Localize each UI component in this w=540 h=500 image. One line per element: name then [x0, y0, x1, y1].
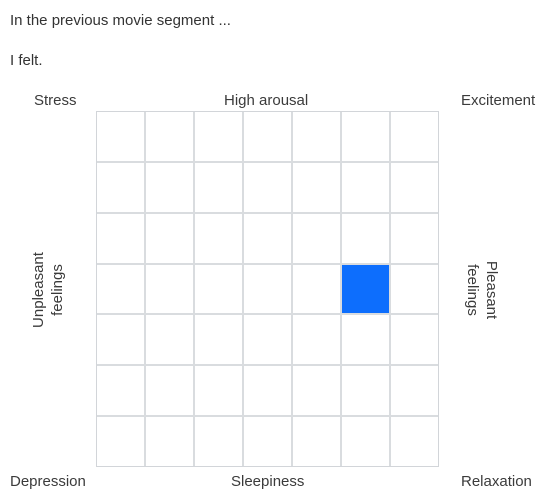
grid-cell-r5-c7[interactable]: [391, 315, 438, 365]
label-high-arousal: High arousal: [224, 92, 309, 109]
label-stress: Stress: [34, 92, 77, 109]
question-subprompt: I felt.: [10, 52, 43, 69]
grid-cell-r7-c2[interactable]: [146, 417, 193, 466]
grid-cell-r2-c7[interactable]: [391, 162, 438, 212]
grid-cell-r5-c2[interactable]: [146, 315, 193, 365]
label-depression: Depression: [10, 473, 86, 490]
label-pleasant-feelings: Pleasant feelings: [461, 245, 501, 335]
grid-cell-r7-c1[interactable]: [97, 417, 144, 466]
grid-cell-r7-c7[interactable]: [391, 417, 438, 466]
grid-cell-r4-c4[interactable]: [244, 264, 291, 314]
grid-cell-r4-c5[interactable]: [293, 264, 340, 314]
label-unpleasant-feelings: Unpleasant feelings: [29, 245, 69, 335]
label-sleepiness: Sleepiness: [231, 473, 305, 490]
grid-cell-r3-c4[interactable]: [244, 213, 291, 263]
grid-cell-r1-c6[interactable]: [342, 112, 389, 161]
label-relaxation: Relaxation: [461, 473, 532, 490]
grid-cell-r2-c3[interactable]: [195, 162, 242, 212]
grid-cell-r1-c4[interactable]: [244, 112, 291, 161]
grid-cell-r4-c2[interactable]: [146, 264, 193, 314]
grid-cell-r7-c5[interactable]: [293, 417, 340, 466]
grid-cell-r2-c5[interactable]: [293, 162, 340, 212]
grid-cell-r2-c4[interactable]: [244, 162, 291, 212]
grid-cell-r4-c3[interactable]: [195, 264, 242, 314]
grid-cell-r3-c6[interactable]: [342, 213, 389, 263]
label-unpleasant-line1: Unpleasant: [30, 252, 47, 328]
grid-cell-r6-c1[interactable]: [97, 366, 144, 416]
grid-cell-r5-c5[interactable]: [293, 315, 340, 365]
label-pleasant-line1: Pleasant: [483, 260, 500, 320]
grid-cell-r7-c3[interactable]: [195, 417, 242, 466]
grid-cell-r1-c3[interactable]: [195, 112, 242, 161]
grid-cell-r1-c7[interactable]: [391, 112, 438, 161]
grid-cell-r7-c6[interactable]: [342, 417, 389, 466]
grid-cell-r4-c6[interactable]: [342, 264, 389, 314]
label-excitement: Excitement: [461, 92, 536, 109]
grid-cell-r2-c2[interactable]: [146, 162, 193, 212]
label-unpleasant-line2: feelings: [49, 264, 66, 316]
grid-cell-r3-c5[interactable]: [293, 213, 340, 263]
question-prompt: In the previous movie segment ...: [10, 12, 231, 29]
grid-cell-r2-c6[interactable]: [342, 162, 389, 212]
grid-cell-r4-c1[interactable]: [97, 264, 144, 314]
grid-cell-r1-c2[interactable]: [146, 112, 193, 161]
grid-cell-r4-c7[interactable]: [391, 264, 438, 314]
grid-cell-r6-c7[interactable]: [391, 366, 438, 416]
grid-cell-r3-c3[interactable]: [195, 213, 242, 263]
grid-cell-r1-c5[interactable]: [293, 112, 340, 161]
grid-cell-r5-c4[interactable]: [244, 315, 291, 365]
grid-cell-r2-c1[interactable]: [97, 162, 144, 212]
grid-cell-r3-c2[interactable]: [146, 213, 193, 263]
grid-cell-r7-c4[interactable]: [244, 417, 291, 466]
grid-cell-r1-c1[interactable]: [97, 112, 144, 161]
grid-cell-r5-c6[interactable]: [342, 315, 389, 365]
label-pleasant-line2: feelings: [464, 264, 481, 316]
grid-cell-r6-c6[interactable]: [342, 366, 389, 416]
grid-cell-r3-c1[interactable]: [97, 213, 144, 263]
grid-cell-r6-c3[interactable]: [195, 366, 242, 416]
affect-grid: [96, 111, 439, 467]
grid-cell-r6-c4[interactable]: [244, 366, 291, 416]
grid-cell-r6-c5[interactable]: [293, 366, 340, 416]
grid-cell-r5-c3[interactable]: [195, 315, 242, 365]
grid-cell-r6-c2[interactable]: [146, 366, 193, 416]
grid-cell-r3-c7[interactable]: [391, 213, 438, 263]
grid-cell-r5-c1[interactable]: [97, 315, 144, 365]
